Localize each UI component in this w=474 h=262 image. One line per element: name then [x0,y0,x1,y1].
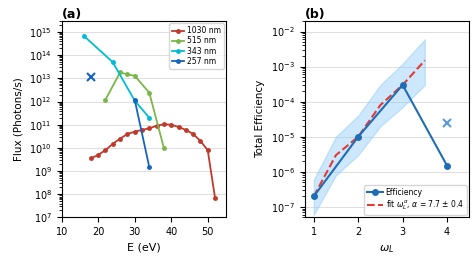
257 nm [132,98,137,101]
1030 nm [146,127,152,130]
Line: 257 nm: 257 nm [133,98,151,169]
Y-axis label: Total Efficiency: Total Efficiency [255,80,265,158]
1030 nm [125,132,130,135]
Text: (a): (a) [62,8,82,21]
1030 nm [110,142,116,145]
Line: fit $\omega_L^{\alpha}$, $\alpha$ = 7.7 $\pm$ 0.4: fit $\omega_L^{\alpha}$, $\alpha$ = 7.7 … [314,61,425,196]
Efficiency [444,164,450,167]
515 nm [132,74,137,77]
1030 nm [183,128,189,132]
515 nm [146,91,152,94]
1030 nm [88,157,94,160]
1030 nm [190,132,196,135]
1030 nm [117,137,123,140]
fit $\omega_L^{\alpha}$, $\alpha$ = 7.7 $\pm$ 0.4 [378,103,383,107]
515 nm [125,73,130,76]
Efficiency [356,135,361,138]
515 nm [102,98,108,101]
1030 nm [198,139,203,143]
X-axis label: $\omega_L$: $\omega_L$ [380,243,395,255]
1030 nm [205,149,210,152]
Line: 343 nm: 343 nm [82,34,151,119]
fit $\omega_L^{\alpha}$, $\alpha$ = 7.7 $\pm$ 0.4 [333,154,339,157]
343 nm [146,116,152,119]
515 nm [117,71,123,74]
1030 nm [95,153,101,156]
1030 nm [139,128,145,132]
Line: Efficiency: Efficiency [311,82,450,199]
fit $\omega_L^{\alpha}$, $\alpha$ = 7.7 $\pm$ 0.4 [311,195,317,198]
fit $\omega_L^{\alpha}$, $\alpha$ = 7.7 $\pm$ 0.4 [356,135,361,138]
Efficiency [311,195,317,198]
fit $\omega_L^{\alpha}$, $\alpha$ = 7.7 $\pm$ 0.4 [400,83,405,86]
Y-axis label: Flux (Photons/s): Flux (Photons/s) [14,77,24,161]
Legend: 1030 nm, 515 nm, 343 nm, 257 nm: 1030 nm, 515 nm, 343 nm, 257 nm [169,23,224,69]
fit $\omega_L^{\alpha}$, $\alpha$ = 7.7 $\pm$ 0.4 [422,59,428,62]
Legend: Efficiency, fit $\omega_L^{\alpha}$, $\alpha$ = 7.7 $\pm$ 0.4: Efficiency, fit $\omega_L^{\alpha}$, $\a… [364,185,467,215]
343 nm [110,61,116,64]
515 nm [161,146,167,150]
1030 nm [168,123,174,126]
Text: (b): (b) [305,8,326,21]
Line: 1030 nm: 1030 nm [89,123,217,200]
1030 nm [132,130,137,133]
1030 nm [212,196,218,199]
1030 nm [102,149,108,152]
343 nm [132,99,137,102]
257 nm [146,165,152,168]
1030 nm [161,123,167,126]
Efficiency [400,83,405,86]
343 nm [81,34,86,37]
X-axis label: E (eV): E (eV) [127,243,161,253]
1030 nm [154,124,159,127]
1030 nm [176,125,182,129]
Line: 515 nm: 515 nm [104,71,165,150]
